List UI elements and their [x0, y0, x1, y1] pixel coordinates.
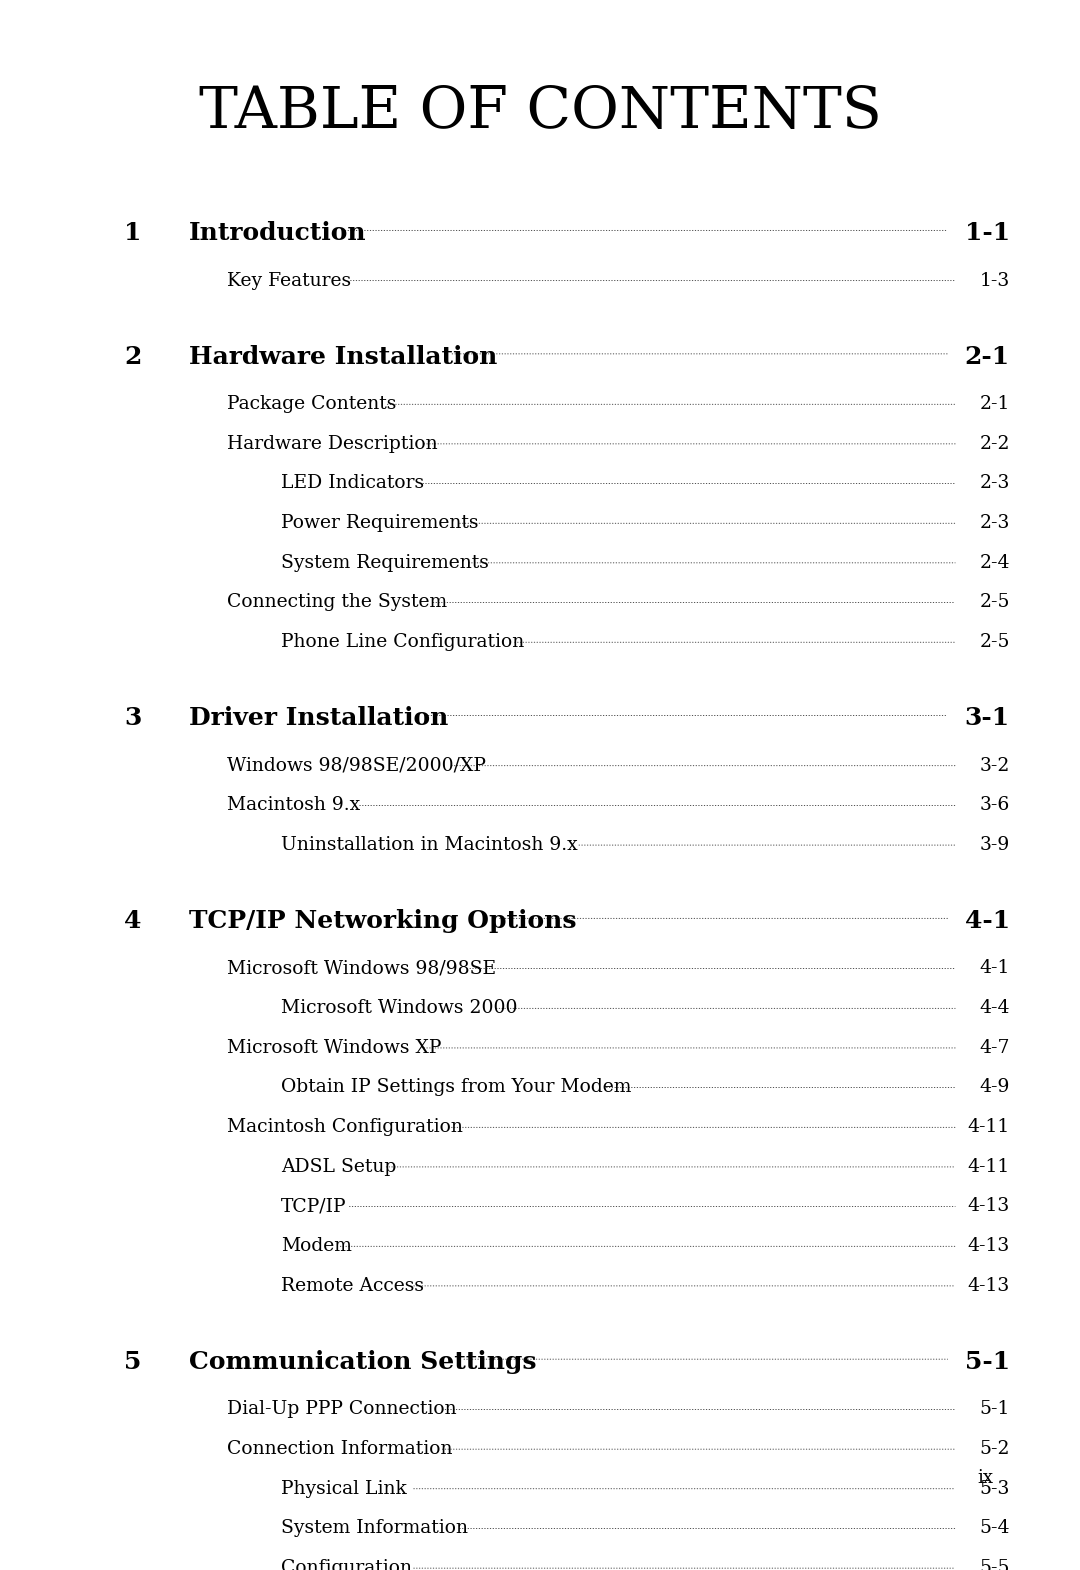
Text: 5: 5: [124, 1350, 141, 1374]
Text: 5-1: 5-1: [964, 1350, 1010, 1374]
Text: 4-4: 4-4: [980, 999, 1010, 1017]
Text: Power Requirements: Power Requirements: [281, 513, 478, 532]
Text: Package Contents: Package Contents: [227, 396, 396, 413]
Text: Driver Installation: Driver Installation: [189, 706, 448, 730]
Text: Microsoft Windows XP: Microsoft Windows XP: [227, 1039, 441, 1057]
Text: Hardware Description: Hardware Description: [227, 435, 437, 452]
Text: Uninstallation in Macintosh 9.x: Uninstallation in Macintosh 9.x: [281, 835, 578, 854]
Text: Physical Link: Physical Link: [281, 1479, 406, 1498]
Text: 4-11: 4-11: [968, 1118, 1010, 1137]
Text: 4-13: 4-13: [968, 1276, 1010, 1295]
Text: 5-1: 5-1: [980, 1400, 1010, 1418]
Text: Remote Access: Remote Access: [281, 1276, 423, 1295]
Text: Connecting the System: Connecting the System: [227, 593, 447, 611]
Text: 4: 4: [124, 909, 141, 933]
Text: Obtain IP Settings from Your Modem: Obtain IP Settings from Your Modem: [281, 1079, 631, 1096]
Text: Connection Information: Connection Information: [227, 1440, 453, 1459]
Text: Macintosh Configuration: Macintosh Configuration: [227, 1118, 462, 1137]
Text: 4-7: 4-7: [980, 1039, 1010, 1057]
Text: 4-1: 4-1: [964, 909, 1010, 933]
Text: 3-6: 3-6: [980, 796, 1010, 815]
Text: 2: 2: [124, 345, 141, 369]
Text: 1-3: 1-3: [980, 272, 1010, 289]
Text: System Requirements: System Requirements: [281, 554, 488, 571]
Text: Windows 98/98SE/2000/XP: Windows 98/98SE/2000/XP: [227, 757, 486, 774]
Text: 5-3: 5-3: [980, 1479, 1010, 1498]
Text: 5-2: 5-2: [980, 1440, 1010, 1459]
Text: 3: 3: [124, 706, 141, 730]
Text: 4-13: 4-13: [968, 1198, 1010, 1215]
Text: 4-9: 4-9: [980, 1079, 1010, 1096]
Text: Hardware Installation: Hardware Installation: [189, 345, 498, 369]
Text: 2-3: 2-3: [980, 474, 1010, 493]
Text: Configuration: Configuration: [281, 1559, 411, 1570]
Text: Macintosh 9.x: Macintosh 9.x: [227, 796, 360, 815]
Text: 5-4: 5-4: [980, 1520, 1010, 1537]
Text: TCP/IP: TCP/IP: [281, 1198, 347, 1215]
Text: 5-5: 5-5: [980, 1559, 1010, 1570]
Text: 3-1: 3-1: [964, 706, 1010, 730]
Text: 2-5: 2-5: [980, 593, 1010, 611]
Text: System Information: System Information: [281, 1520, 468, 1537]
Text: ADSL Setup: ADSL Setup: [281, 1157, 396, 1176]
Text: Introduction: Introduction: [189, 221, 366, 245]
Text: 3-2: 3-2: [980, 757, 1010, 774]
Text: Microsoft Windows 98/98SE: Microsoft Windows 98/98SE: [227, 959, 496, 978]
Text: 2-4: 2-4: [980, 554, 1010, 571]
Text: Key Features: Key Features: [227, 272, 351, 289]
Text: 4-1: 4-1: [980, 959, 1010, 978]
Text: Dial-Up PPP Connection: Dial-Up PPP Connection: [227, 1400, 457, 1418]
Text: 2-3: 2-3: [980, 513, 1010, 532]
Text: LED Indicators: LED Indicators: [281, 474, 424, 493]
Text: Modem: Modem: [281, 1237, 352, 1254]
Text: TCP/IP Networking Options: TCP/IP Networking Options: [189, 909, 577, 933]
Text: 1: 1: [124, 221, 141, 245]
Text: 3-9: 3-9: [980, 835, 1010, 854]
Text: TABLE OF CONTENTS: TABLE OF CONTENTS: [199, 83, 881, 140]
Text: ix: ix: [977, 1470, 994, 1487]
Text: 4-11: 4-11: [968, 1157, 1010, 1176]
Text: 2-5: 2-5: [980, 633, 1010, 652]
Text: Phone Line Configuration: Phone Line Configuration: [281, 633, 524, 652]
Text: 2-1: 2-1: [964, 345, 1010, 369]
Text: 4-13: 4-13: [968, 1237, 1010, 1254]
Text: 2-2: 2-2: [980, 435, 1010, 452]
Text: 1-1: 1-1: [964, 221, 1010, 245]
Text: Microsoft Windows 2000: Microsoft Windows 2000: [281, 999, 517, 1017]
Text: 2-1: 2-1: [980, 396, 1010, 413]
Text: Communication Settings: Communication Settings: [189, 1350, 537, 1374]
